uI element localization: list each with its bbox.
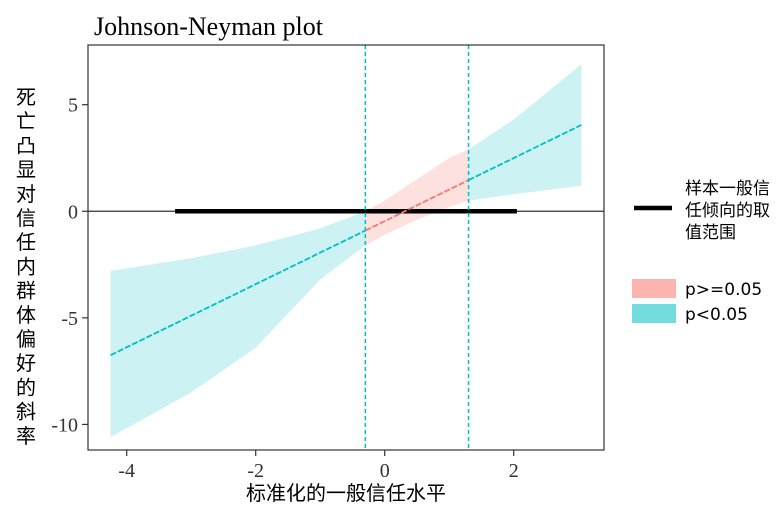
y-axis-label-char: 亡 bbox=[16, 109, 36, 133]
y-axis-label-char: 斜 bbox=[16, 400, 36, 424]
legend-key-significant bbox=[632, 304, 676, 323]
x-axis: -4 -2 0 2 bbox=[118, 450, 519, 482]
slope-line-nonsignificant bbox=[364, 179, 469, 232]
y-axis-label-char: 死 bbox=[16, 85, 36, 109]
y-axis-label-char: 任 bbox=[16, 230, 36, 254]
legend-label-nonsignificant: p>=0.05 bbox=[685, 280, 762, 300]
y-axis-label-char: 的 bbox=[16, 375, 36, 399]
x-tick-label: -4 bbox=[118, 460, 135, 482]
x-axis-label: 标准化的一般信任水平 bbox=[246, 481, 446, 505]
x-tick-label: 0 bbox=[380, 460, 390, 482]
y-axis-label-char: 群 bbox=[16, 279, 36, 303]
band-significant-right bbox=[468, 64, 582, 201]
y-tick-label: -5 bbox=[61, 308, 78, 330]
legend-label-sample-range: 值范围 bbox=[685, 223, 736, 243]
x-tick-label: 2 bbox=[509, 460, 519, 482]
legend-label-sample-range: 任倾向的取 bbox=[685, 201, 770, 221]
y-axis-label-char: 好 bbox=[16, 351, 36, 375]
y-axis-label-char: 体 bbox=[16, 303, 36, 327]
x-tick-label: -2 bbox=[247, 460, 264, 482]
y-tick-label: -10 bbox=[51, 414, 78, 436]
band-significant-left bbox=[110, 211, 366, 438]
y-axis-label-char: 对 bbox=[16, 182, 36, 206]
y-tick-label: 0 bbox=[68, 201, 78, 223]
chart-title: Johnson-Neyman plot bbox=[94, 12, 324, 41]
y-axis-label-char: 偏 bbox=[16, 327, 36, 351]
slope-line-significant-left bbox=[110, 229, 366, 356]
y-axis-label-char: 信 bbox=[16, 206, 36, 230]
band-nonsignificant bbox=[365, 149, 469, 246]
y-axis-label-char: 显 bbox=[16, 158, 36, 182]
legend-label-sample-range: 样本一般信 bbox=[685, 179, 770, 199]
slope-line-significant-right bbox=[468, 124, 582, 181]
y-tick-label: 5 bbox=[68, 95, 78, 117]
y-axis: -10 -5 0 5 bbox=[51, 95, 88, 436]
plot-panel-border bbox=[87, 44, 605, 451]
y-axis-label-char: 凸 bbox=[16, 133, 36, 157]
y-axis-label-char: 内 bbox=[16, 254, 36, 278]
plot-area bbox=[88, 45, 604, 450]
legend-label-significant: p<0.05 bbox=[685, 305, 748, 325]
y-axis-label-char: 率 bbox=[16, 424, 36, 448]
legend-key-nonsignificant bbox=[632, 279, 676, 298]
